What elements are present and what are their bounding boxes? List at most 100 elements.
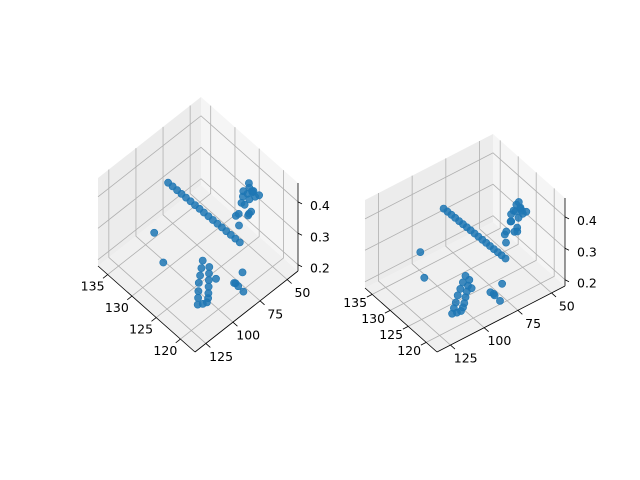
- grid-line-y: [162, 126, 261, 302]
- x-tick-label: 135: [81, 278, 105, 293]
- grid-line-y: [108, 169, 207, 344]
- scatter-point: [234, 209, 243, 218]
- y-tick-label: 100: [487, 333, 511, 348]
- grid-line-x: [155, 148, 260, 318]
- grid-line-y: [479, 140, 552, 294]
- scatter-point: [522, 207, 531, 216]
- z-tick: [297, 201, 303, 205]
- x-tick-label: 125: [379, 327, 403, 342]
- scatter-point: [498, 279, 506, 288]
- x-tick-label: 130: [361, 311, 385, 326]
- x-tick: [402, 326, 409, 330]
- scatter-point: [456, 284, 465, 293]
- scatter-point: [194, 293, 202, 302]
- grid-line-z: [97, 146, 299, 234]
- y-tick: [259, 300, 265, 306]
- y-tick-label: 50: [559, 299, 575, 314]
- scatter-point: [240, 200, 249, 209]
- scatter-point: [235, 221, 243, 230]
- scatter-point: [198, 299, 207, 308]
- scatter-point: [501, 254, 510, 263]
- grid-line-z: [97, 115, 299, 203]
- back-pane-y: [365, 134, 493, 288]
- scatter-point: [238, 268, 247, 277]
- grid-line-z: [97, 178, 299, 266]
- y-tick-label: 125: [209, 349, 233, 364]
- grid-line-x: [180, 170, 284, 340]
- y-tick-label: 75: [267, 306, 283, 321]
- grid-line-y: [189, 105, 288, 280]
- scatter-point: [204, 282, 213, 291]
- z-tick: [564, 216, 570, 220]
- scatter-point: [507, 217, 516, 226]
- scatter-point: [496, 296, 504, 305]
- x-tick-label: 130: [105, 300, 129, 315]
- scatter-point: [245, 183, 254, 192]
- scatter-point: [502, 227, 511, 236]
- z-tick-label: 0.4: [310, 198, 330, 213]
- scatter-point: [255, 191, 263, 200]
- grid-line-x: [408, 172, 537, 327]
- scatter-point: [205, 263, 214, 271]
- grid-line-z: [364, 152, 566, 220]
- scatter-point: [467, 284, 476, 293]
- scatter-point: [230, 279, 238, 287]
- grid-line-x: [390, 156, 519, 311]
- x-tick-label: 120: [153, 343, 177, 358]
- y-tick: [232, 321, 238, 327]
- x-axis-line: [97, 265, 196, 353]
- x-tick: [102, 274, 108, 279]
- x-tick-label: 125: [129, 321, 153, 336]
- z-tick: [297, 264, 303, 268]
- grid-line-y: [445, 158, 519, 311]
- z-tick: [564, 279, 570, 283]
- scatter-point: [513, 223, 522, 232]
- x-tick: [151, 317, 157, 322]
- grid-line-z: [364, 183, 566, 251]
- scatter-point: [486, 288, 495, 297]
- scatter-point: [420, 273, 429, 282]
- scatter-point: [150, 228, 159, 237]
- scatter-point: [239, 287, 248, 296]
- grid-line-x: [107, 105, 212, 275]
- grid-line-x: [372, 140, 501, 295]
- scatter-point: [502, 238, 510, 247]
- y-tick-label: 125: [454, 351, 478, 366]
- scatter-point: [194, 278, 203, 287]
- y-tick-label: 75: [525, 316, 541, 331]
- scatter-point: [512, 200, 521, 209]
- grid-line-x: [426, 188, 555, 343]
- y-tick: [517, 310, 523, 315]
- scatter-point: [247, 207, 255, 216]
- scatter-point: [453, 291, 462, 300]
- back-pane-y: [98, 97, 201, 266]
- scatter-point: [197, 264, 206, 272]
- y-axis-line: [194, 270, 299, 353]
- y-axis-line: [436, 285, 566, 353]
- x-tick: [366, 294, 373, 298]
- scatter-point: [159, 258, 168, 267]
- x-axis-line: [364, 287, 438, 353]
- z-tick-label: 0.3: [577, 244, 597, 259]
- x-tick-label: 135: [343, 295, 367, 310]
- x-tick: [384, 310, 391, 314]
- scatter-point: [196, 271, 204, 280]
- x-tick: [175, 338, 181, 344]
- y-tick-label: 100: [236, 328, 260, 343]
- scatter-point: [416, 248, 425, 256]
- scatter-point: [204, 276, 213, 284]
- scatter-point: [205, 269, 213, 278]
- scatter-point: [212, 274, 220, 283]
- z-tick-label: 0.3: [310, 229, 330, 244]
- grid-line-z: [364, 215, 566, 283]
- z-tick-label: 0.2: [577, 276, 597, 291]
- scatter-point: [235, 238, 244, 247]
- scatter-point: [452, 308, 461, 317]
- z-tick-label: 0.4: [577, 213, 597, 228]
- y-tick-label: 50: [294, 285, 310, 300]
- z-tick-label: 0.2: [310, 261, 330, 276]
- grid-line-y: [378, 193, 451, 346]
